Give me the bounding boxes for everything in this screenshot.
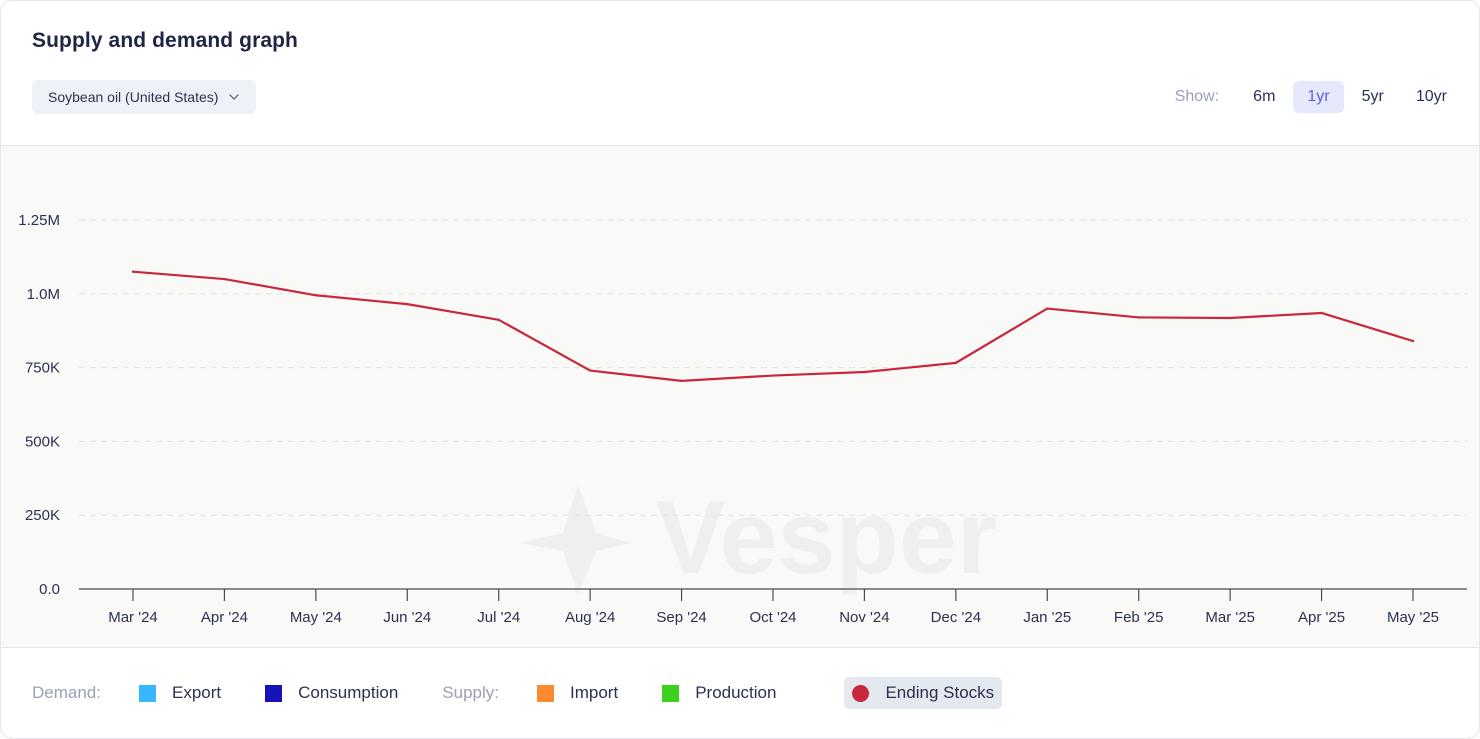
page-title: Supply and demand graph	[32, 29, 298, 52]
x-tick-label: Apr '25	[1298, 609, 1345, 626]
range-selector: Show: 6m 1yr 5yr 10yr	[1175, 81, 1461, 113]
legend-supply-label: Supply:	[442, 683, 499, 702]
legend-item-consumption[interactable]: Consumption	[265, 683, 398, 703]
x-tick-label: Nov '24	[839, 609, 889, 626]
range-option-6m[interactable]: 6m	[1253, 88, 1276, 105]
legend-item-production[interactable]: Production	[662, 683, 776, 703]
data-point	[1046, 307, 1049, 310]
x-tick-label: Apr '24	[201, 609, 248, 626]
commodity-select[interactable]: Soybean oil (United States)	[32, 80, 257, 114]
data-point	[680, 379, 683, 383]
data-point	[131, 270, 135, 273]
data-point	[497, 318, 500, 321]
x-tick-label: Jul '24	[477, 609, 520, 626]
legend-swatch-production	[662, 684, 680, 702]
y-tick-label: 750K	[25, 360, 60, 377]
x-tick-label: Mar '24	[108, 609, 158, 626]
data-point	[223, 277, 226, 281]
y-tick-label: 1.25M	[18, 212, 60, 229]
data-point	[1228, 316, 1232, 320]
legend-item-ending-stocks[interactable]: Ending Stocks	[844, 677, 1003, 709]
ending-stocks-chart: Vesper 0.0 250K 500K 750K 1.0M 1.25M Mar '24 Ap…	[18, 212, 1467, 626]
legend-swatch-import	[537, 684, 554, 702]
data-point	[406, 302, 409, 306]
chevron-down-icon	[229, 94, 240, 100]
data-point	[1137, 316, 1140, 319]
x-tick-label: May '24	[290, 609, 342, 626]
watermark: Vesper	[519, 480, 997, 596]
legend-label-consumption: Consumption	[298, 683, 399, 702]
commodity-select-value: Soybean oil (United States)	[48, 89, 219, 105]
series-line-ending-stocks	[131, 270, 1415, 382]
x-tick-label: Sep '24	[656, 609, 706, 626]
legend-item-import[interactable]: Import	[537, 683, 618, 703]
legend-label-export: Export	[171, 683, 222, 702]
x-tick-label: Feb '25	[1114, 609, 1164, 626]
data-point	[954, 361, 958, 365]
watermark-text: Vesper	[656, 480, 997, 596]
data-point	[588, 369, 592, 372]
x-tick-label: Jan '25	[1023, 609, 1071, 626]
data-point	[314, 294, 318, 297]
legend-dot-ending-stocks	[852, 684, 870, 702]
y-tick-label: 1.0M	[27, 286, 60, 303]
legend-item-export[interactable]: Export	[138, 683, 222, 703]
legend-swatch-consumption	[265, 684, 283, 702]
y-tick-label: 500K	[25, 433, 60, 450]
range-option-5yr[interactable]: 5yr	[1361, 88, 1384, 105]
legend: Demand: Export Consumption Supply: Impor…	[32, 677, 1046, 709]
data-point	[1411, 339, 1415, 343]
legend-swatch-export	[138, 684, 156, 702]
x-tick-label: Aug '24	[565, 609, 615, 626]
y-tick-label: 0.0	[39, 581, 60, 598]
legend-label-ending-stocks: Ending Stocks	[885, 683, 995, 702]
x-tick-label: Dec '24	[931, 609, 981, 626]
legend-demand-label: Demand:	[32, 683, 101, 702]
data-point	[1320, 311, 1323, 315]
range-option-1yr[interactable]: 1yr	[1293, 81, 1344, 113]
range-option-10yr[interactable]: 10yr	[1415, 88, 1447, 105]
legend-label-production: Production	[695, 683, 777, 702]
x-tick-label: Oct '24	[749, 609, 796, 626]
watermark-star-icon	[519, 485, 631, 595]
data-point	[863, 370, 866, 374]
x-tick-label: Jun '24	[383, 609, 431, 626]
legend-label-import: Import	[570, 683, 619, 702]
x-tick-label: Mar '25	[1205, 609, 1255, 626]
y-tick-label: 250K	[25, 507, 60, 524]
x-tick-label: May '25	[1387, 609, 1439, 626]
plot-area	[1, 145, 1479, 648]
data-point	[771, 374, 775, 377]
range-label: Show:	[1174, 88, 1220, 105]
